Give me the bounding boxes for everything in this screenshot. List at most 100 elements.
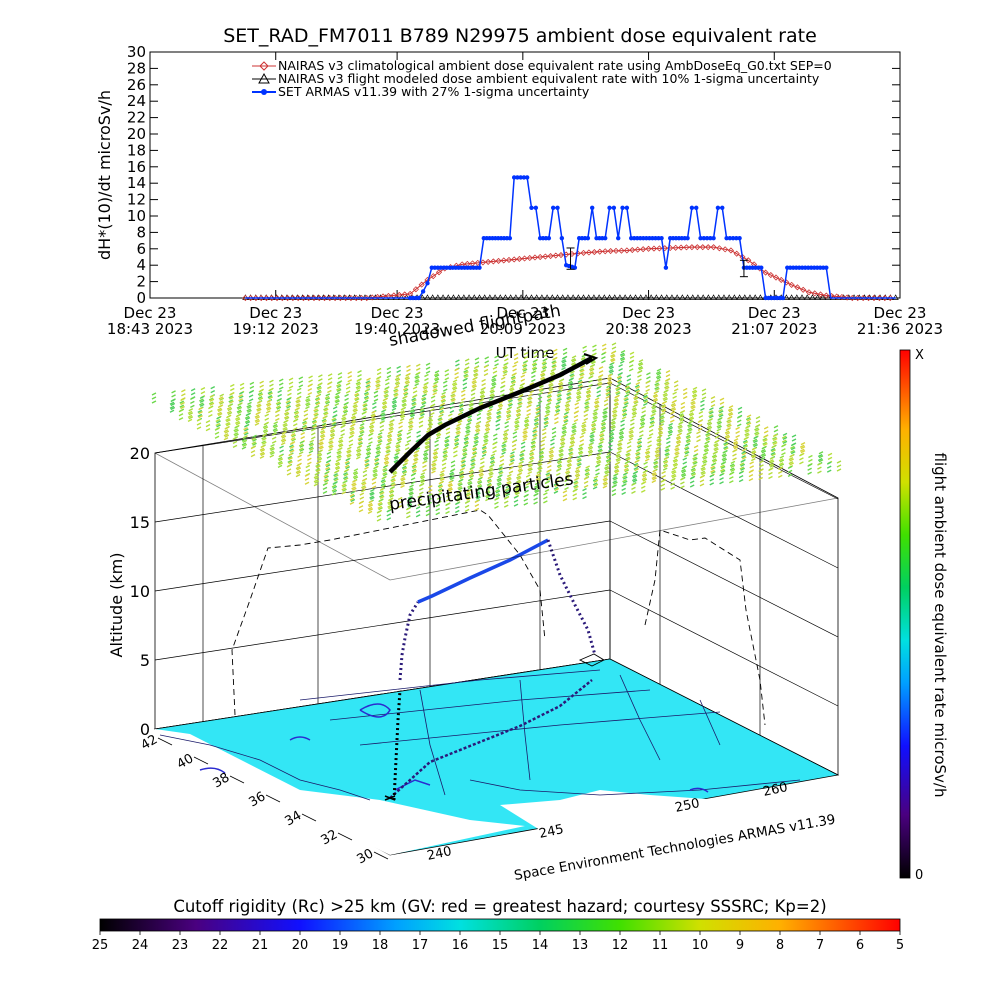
series-nairas-clim-marker [537,253,544,261]
dose-field-tick [642,470,648,482]
series-nairas-flight-marker [710,294,717,300]
dose-field-tick [445,502,450,515]
dose-field-tick [467,478,473,490]
chart-title: SET_RAD_FM7011 B789 N29975 ambient dose … [223,25,817,47]
dose-field-tick [476,488,481,500]
dose-field-tick [628,429,634,442]
dose-field-tick [346,446,352,458]
dose-field-tick [342,480,347,492]
dose-field-tick [448,480,453,492]
series-armas-marker [727,235,733,241]
dose-field-tick [653,457,659,470]
series-armas-marker [638,235,643,241]
dose-field-tick [412,461,417,474]
dose-field-tick [562,490,568,502]
dose-field-tick [546,469,551,481]
dose-field-tick [583,476,589,488]
dose-field-tick [689,476,695,488]
dose-field-tick [818,451,824,463]
dose-field-tick [604,463,610,475]
dose-field-tick [454,501,460,514]
legend-entry-nairas-flight: NAIRAS v3 flight modeled dose ambient eq… [252,71,820,86]
altitude-tick-label: 0 [140,720,150,739]
altitude-axis-label: Altitude (km) [107,553,126,658]
dose-field-tick [593,408,598,420]
dose-field-tick [736,415,742,427]
dose-field-tick [386,509,392,521]
altitude-grid-line-right [609,589,839,707]
dose-field-tick [423,382,428,394]
dose-field-tick [298,443,304,455]
dose-field-tick [735,426,740,439]
x-tick-label-date: Dec 23 [249,304,302,322]
dose-field-tick [373,390,379,402]
dose-field-tick [581,423,586,436]
dose-field-tick [492,442,497,454]
dose-field-tick [359,422,365,435]
dose-field-tick [483,364,489,377]
dose-field-tick [563,411,569,424]
dose-field-tick [719,473,724,485]
x-tick-label-time: 20:38 2023 [605,320,691,338]
series-nairas-flight-marker [705,294,712,300]
dose-field-tick [680,477,685,489]
map-borders [159,669,801,801]
dose-field-tick [732,449,737,461]
dose-field-tick [597,374,603,387]
dose-field-tick [464,433,470,446]
dose-field-tick [673,455,679,468]
series-armas-marker [572,265,578,270]
dose-field-tick [399,410,405,422]
longitude-tick-label: 250 [674,796,701,816]
series-nairas-clim-marker [574,250,581,257]
dose-field-tick [768,467,773,480]
dose-field-tick [663,456,669,469]
dose-field-tick [347,371,353,383]
dose-field-tick [624,461,630,473]
dose-field-tick [482,443,488,455]
dose-field-tick [425,362,431,374]
legend-label-nairas-flight: NAIRAS v3 flight modeled dose ambient eq… [278,71,820,86]
dose-field-tick [763,434,768,447]
dose-field-tick [277,456,283,469]
dose-field-tick [594,397,600,409]
dose-field-tick [529,449,535,461]
series-nairas-flight-marker [731,294,738,300]
dose-field-tick [579,365,585,377]
legend: NAIRAS v3 climatological ambient dose eq… [252,58,832,99]
dose-field-tick [322,415,327,428]
dose-field-tick [286,397,291,409]
series-nairas-flight-marker [450,294,457,300]
dose-field-tick [431,459,437,471]
dose-field-tick [441,391,446,404]
series-nairas-clim-marker [870,294,878,302]
dose-field-tick [310,428,316,440]
dose-field-tick [587,445,593,457]
dose-field-tick [561,359,566,371]
series-nairas-clim-marker [710,244,717,251]
dose-field-tick [368,433,373,445]
dose-field-tick [205,419,211,432]
dose-field-tick [750,449,756,462]
dose-field-tick [650,413,656,425]
dose-field-tick [382,465,388,477]
dose-field-tick [442,380,448,392]
ground-track [389,679,593,799]
dose-field-tick [603,474,608,486]
dose-field-tick [543,416,549,428]
ground-track-end [578,653,605,667]
series-nairas-clim-marker [500,257,507,264]
series-nairas-flight-marker [445,294,452,300]
dose-field-tick [475,421,481,433]
dose-field-tick [341,413,347,425]
dose-field-tick [435,503,441,516]
series-nairas-flight-marker [632,294,639,300]
dose-field-tick [256,400,262,412]
dose-field-tick [782,432,788,445]
dose-field-tick [474,499,480,511]
series-nairas-clim-marker [252,294,259,302]
rigidity-tick-label: 23 [172,938,189,953]
dose-field-tick [348,435,354,447]
dose-field-tick [572,489,578,501]
